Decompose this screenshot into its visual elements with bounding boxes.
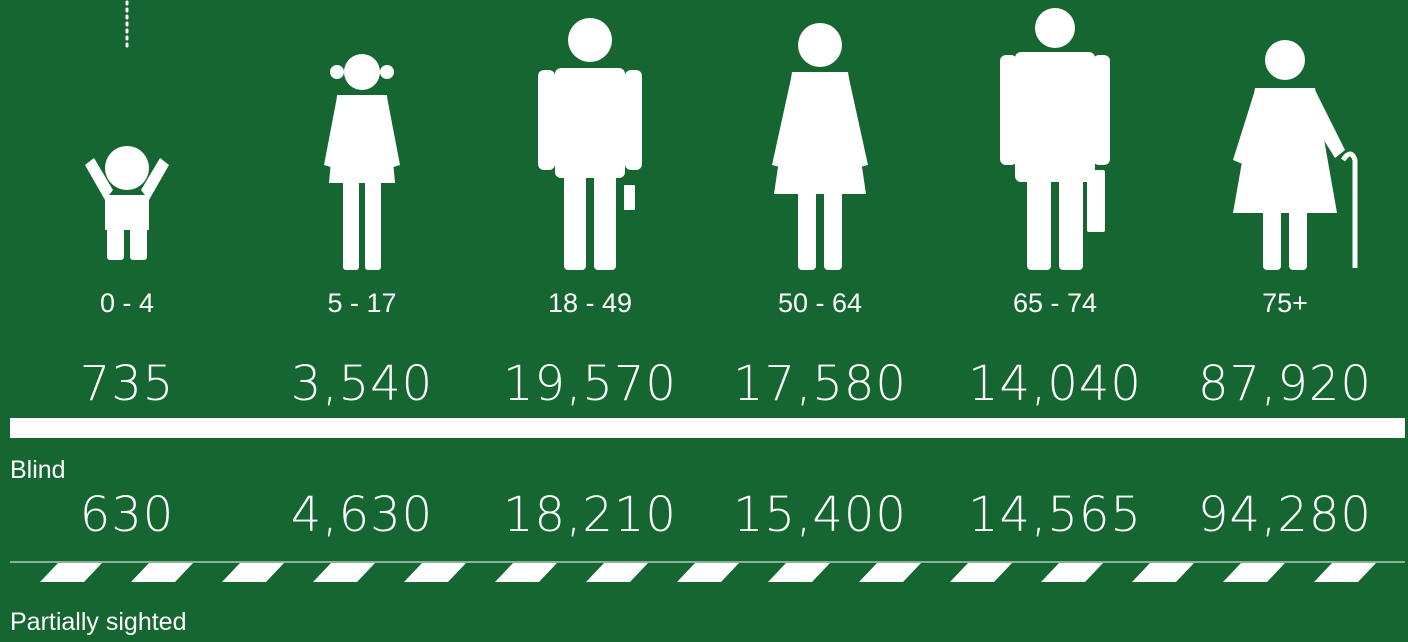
age-label: 75+ <box>1262 288 1308 318</box>
figure-head <box>568 18 612 62</box>
value: 17,580 <box>733 356 907 412</box>
value: 3,540 <box>291 356 433 412</box>
person-icon <box>538 18 642 270</box>
figure-part <box>1015 52 1095 182</box>
person-icon <box>772 23 868 270</box>
stripe <box>404 563 466 582</box>
legend-label: Blind <box>10 456 66 484</box>
age-label: 0 - 4 <box>100 288 154 318</box>
stripe <box>677 563 739 582</box>
dashed-bar <box>40 563 1376 582</box>
figure-head <box>105 146 149 190</box>
stripe <box>495 563 557 582</box>
figure-part <box>798 190 816 270</box>
figure-part <box>624 185 635 210</box>
person-icon <box>1000 8 1110 270</box>
person-icon <box>85 146 169 260</box>
figure-part <box>1289 208 1307 270</box>
figure-part <box>105 195 149 230</box>
stripe <box>1041 563 1103 582</box>
value: 630 <box>80 487 175 543</box>
figure-part <box>85 158 113 200</box>
figure-head <box>344 54 380 90</box>
stripe <box>1314 563 1376 582</box>
figure-part <box>594 175 616 270</box>
figure-part <box>1059 178 1083 270</box>
value: 87,920 <box>1198 356 1372 412</box>
figure-part <box>379 97 400 168</box>
figure-head <box>380 65 394 79</box>
stripe <box>40 563 102 582</box>
figure-head <box>330 65 344 79</box>
solid-bar <box>10 418 1405 438</box>
value: 19,570 <box>503 356 677 412</box>
value: 94,280 <box>1198 487 1372 543</box>
stripe <box>1223 563 1285 582</box>
value: 14,565 <box>968 487 1142 543</box>
person-icon <box>1233 40 1358 270</box>
figure-part <box>1027 178 1051 270</box>
stripe <box>131 563 193 582</box>
figure-part <box>625 70 642 170</box>
figure-part <box>1000 55 1017 165</box>
figure-part <box>107 225 124 260</box>
figure-part <box>555 68 625 178</box>
person-icon <box>324 54 400 270</box>
figure-part <box>772 74 802 168</box>
stripe <box>1132 563 1194 582</box>
age-label: 5 - 17 <box>327 288 396 318</box>
figure-head <box>798 23 842 67</box>
figure-part <box>141 158 169 200</box>
stripe <box>222 563 284 582</box>
stripe <box>950 563 1012 582</box>
figure-part <box>538 70 555 170</box>
figure-part <box>130 225 147 260</box>
figure-part <box>1263 208 1281 270</box>
value: 14,040 <box>968 356 1142 412</box>
age-label: 50 - 64 <box>778 288 862 318</box>
legend-label: Partially sighted <box>10 608 186 636</box>
figure-head <box>1265 40 1305 80</box>
figure-part <box>343 180 359 270</box>
figures <box>85 8 1358 270</box>
figure-head <box>1035 8 1075 48</box>
value: 15,400 <box>733 487 907 543</box>
figure-part <box>1233 90 1265 165</box>
figure-part <box>1087 170 1105 232</box>
cane <box>1340 151 1358 268</box>
figure-part <box>324 97 345 168</box>
stripe <box>859 563 921 582</box>
age-label: 18 - 49 <box>548 288 632 318</box>
figure-part <box>1305 90 1345 158</box>
stripe <box>586 563 648 582</box>
value: 4,630 <box>291 487 433 543</box>
age-label: 65 - 74 <box>1013 288 1097 318</box>
value: 18,210 <box>503 487 677 543</box>
figure-part <box>329 95 395 183</box>
figure-part <box>838 74 868 168</box>
stripe <box>768 563 830 582</box>
figure-part <box>365 180 381 270</box>
value: 735 <box>80 356 175 412</box>
figure-part <box>1093 55 1110 165</box>
figure-part <box>564 175 586 270</box>
figure-part <box>824 190 842 270</box>
stripe <box>313 563 375 582</box>
